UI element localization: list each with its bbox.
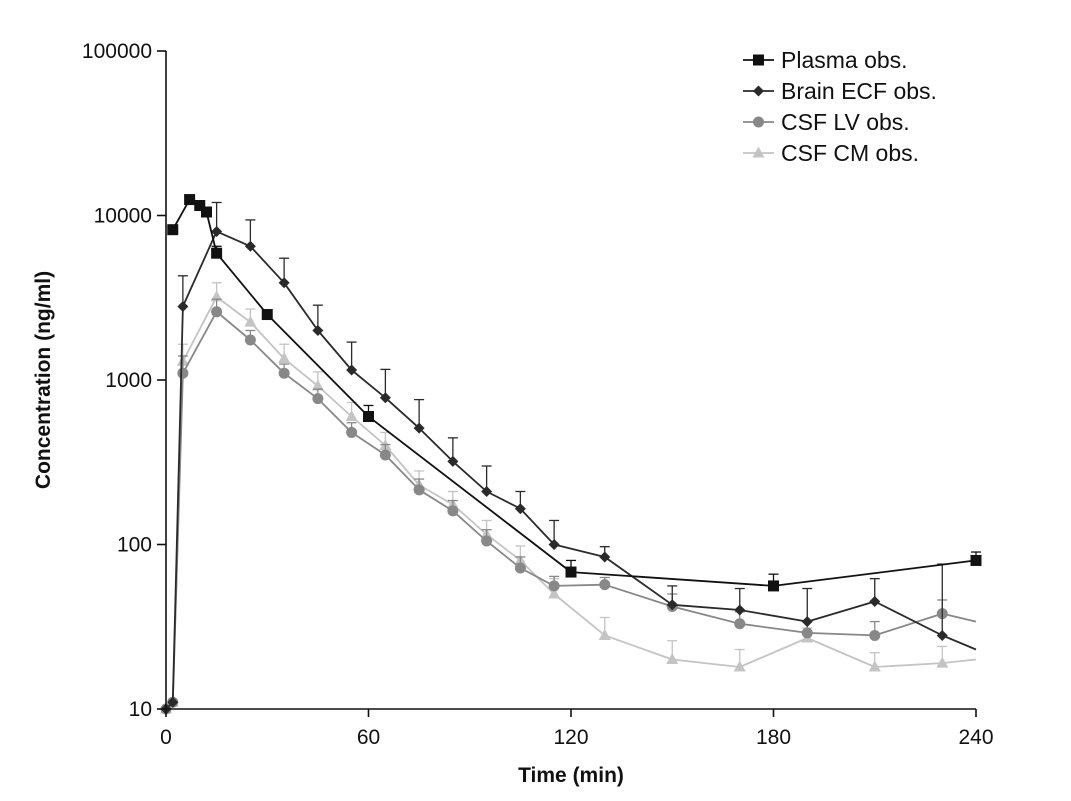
data-point: [734, 604, 746, 616]
data-point: [345, 409, 358, 421]
legend-item: CSF LV obs.: [743, 109, 910, 135]
legend-label: Plasma obs.: [781, 47, 908, 73]
data-point: [413, 484, 425, 496]
data-point: [177, 367, 189, 379]
legend-marker: [752, 146, 765, 158]
data-point: [514, 503, 526, 515]
data-point: [379, 449, 391, 461]
plot-area: [160, 194, 982, 715]
data-point: [261, 309, 273, 321]
data-point: [548, 587, 561, 599]
data-point: [599, 579, 611, 591]
data-point: [801, 616, 813, 628]
data-point: [211, 225, 223, 237]
data-point: [936, 629, 948, 641]
data-point: [598, 628, 611, 640]
data-point: [244, 240, 256, 252]
legend: Plasma obs. Brain ECF obs. CSF LV obs. CSF …: [743, 47, 937, 166]
data-point: [514, 562, 526, 574]
data-point: [666, 599, 678, 611]
data-point: [868, 660, 881, 672]
data-point: [312, 393, 324, 405]
x-axis-title: Time (min): [518, 764, 624, 787]
x-tick-label: 0: [160, 726, 172, 749]
data-point: [167, 224, 179, 236]
data-point: [194, 200, 206, 212]
data-point: [413, 422, 425, 434]
data-point: [244, 334, 256, 346]
x-tick-label: 180: [756, 726, 791, 749]
data-point: [447, 455, 459, 467]
legend-marker: [753, 85, 764, 97]
data-point: [211, 247, 223, 259]
data-point: [768, 580, 779, 592]
data-point: [734, 618, 746, 630]
y-tick-label: 10000: [94, 205, 152, 228]
data-point: [548, 539, 560, 550]
data-point: [801, 627, 813, 639]
legend-label: CSF CM obs.: [781, 140, 919, 166]
y-tick-label: 100000: [82, 40, 152, 63]
y-tick-label: 1000: [105, 369, 152, 392]
data-point: [201, 206, 212, 218]
data-point: [184, 194, 196, 206]
data-point: [278, 367, 290, 379]
legend-marker: [753, 116, 764, 128]
data-point: [733, 660, 746, 672]
legend-item: Plasma obs.: [743, 47, 908, 73]
data-point: [565, 566, 577, 578]
y-tick-label: 10: [129, 698, 152, 721]
data-point: [311, 379, 324, 391]
data-point: [869, 629, 881, 641]
data-point: [363, 410, 374, 422]
y-ticks: 10 100 1000 10000 100000: [82, 40, 166, 721]
data-point: [970, 554, 982, 566]
legend-item: Brain ECF obs.: [743, 78, 937, 104]
y-tick-label: 100: [117, 534, 152, 557]
data-point: [211, 306, 223, 318]
series-line: [165, 230, 977, 710]
data-point: [346, 426, 358, 438]
data-point: [599, 551, 611, 563]
axes: 0 60 120 180 240 10 100 1000 10000 100000 Time (…: [32, 40, 994, 787]
data-point: [447, 505, 459, 517]
legend-label: Brain ECF obs.: [781, 78, 937, 104]
series: [160, 201, 977, 715]
legend-marker: [753, 54, 764, 66]
x-ticks: 0 60 120 180 240: [160, 709, 994, 749]
data-point: [346, 364, 358, 376]
series: [167, 194, 982, 592]
data-point: [244, 315, 257, 327]
data-point: [278, 352, 291, 364]
legend-item: CSF CM obs.: [743, 140, 919, 166]
data-point: [481, 485, 493, 497]
data-point: [167, 696, 179, 708]
data-point: [278, 277, 290, 289]
data-point: [481, 535, 493, 547]
data-point: [177, 300, 189, 312]
x-tick-label: 240: [958, 726, 993, 749]
series-line: [172, 198, 977, 587]
x-tick-label: 60: [357, 726, 380, 749]
data-point: [312, 324, 324, 336]
data-point: [936, 656, 949, 668]
data-point: [548, 580, 560, 592]
x-tick-label: 120: [553, 726, 588, 749]
data-point: [666, 652, 679, 664]
data-point: [379, 392, 391, 404]
legend-label: CSF LV obs.: [781, 109, 910, 135]
y-axis-title: Concentration (ng/ml): [32, 271, 55, 489]
series-layer: [160, 194, 982, 715]
series: [160, 282, 977, 714]
data-point: [869, 596, 881, 608]
